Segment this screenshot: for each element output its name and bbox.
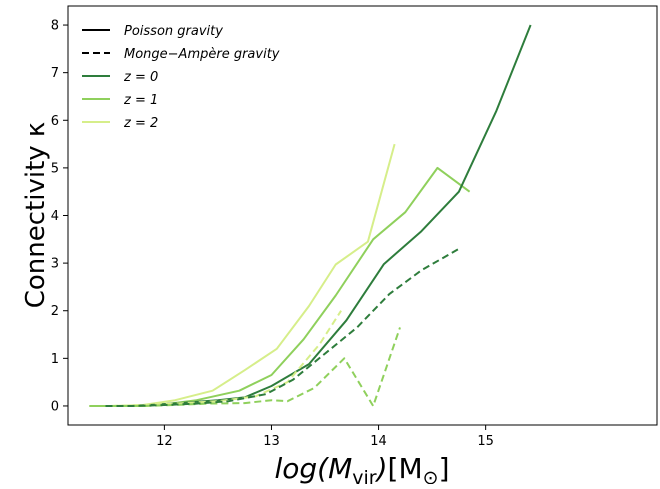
legend-label: Monge−Ampère gravity <box>124 47 280 62</box>
legend-label: z = 2 <box>123 116 158 131</box>
y-tick-label: 3 <box>51 257 59 272</box>
y-tick-label: 0 <box>51 399 59 414</box>
legend-label: Poisson gravity <box>124 24 223 39</box>
legend: Poisson gravity Monge−Ampère gravity z = 0… <box>82 24 280 131</box>
x-axis-label-sub: vir <box>352 467 377 484</box>
series-line-monge-ampere-z1 <box>89 327 401 407</box>
y-tick-label: 7 <box>51 66 59 81</box>
series-line-monge-ampere-z2 <box>110 310 342 407</box>
x-axis-label-unit: [M <box>388 452 423 484</box>
y-tick-label: 5 <box>51 161 59 176</box>
legend-label: z = 0 <box>123 70 158 85</box>
x-tick-label: 12 <box>156 434 173 449</box>
legend-label: z = 1 <box>123 93 158 108</box>
plot-background <box>68 6 657 425</box>
y-tick-label: 2 <box>51 304 59 319</box>
x-axis-label-close: ) <box>375 452 388 484</box>
y-axis-label: Connectivity κ <box>21 122 51 309</box>
y-tick-label: 6 <box>51 114 59 129</box>
x-axis-label-unit-sub: ⊙ <box>423 467 439 484</box>
y-tick-label: 4 <box>51 209 59 224</box>
x-axis-label-m: M <box>328 452 352 484</box>
y-axis-ticks: 0 1 2 3 4 5 6 7 8 <box>51 19 68 414</box>
x-axis-label-log: log( <box>274 452 329 484</box>
y-tick-label: 8 <box>51 19 59 34</box>
x-axis-label: log(Mvir)[M⊙] <box>274 452 449 484</box>
series-layer <box>89 24 532 407</box>
x-tick-label: 15 <box>477 434 494 449</box>
x-axis-ticks: 12 13 14 15 <box>156 425 494 449</box>
x-tick-label: 13 <box>263 434 280 449</box>
series-line-monge-ampere-z0 <box>105 247 460 407</box>
x-axis-label-unit-close: ] <box>439 452 450 484</box>
x-tick-label: 14 <box>370 434 387 449</box>
y-tick-label: 1 <box>51 352 59 367</box>
